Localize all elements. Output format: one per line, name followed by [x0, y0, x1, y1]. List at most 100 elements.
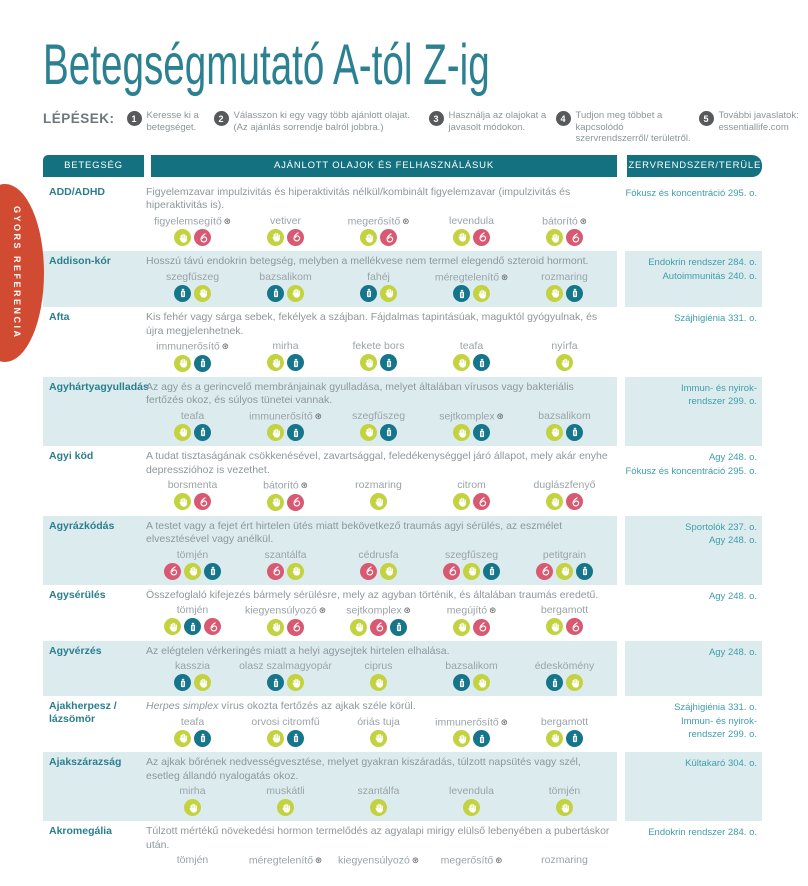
- oil-name: citrom: [457, 479, 486, 491]
- topical-hand-icon: [287, 674, 304, 691]
- oil-name: teafa: [180, 409, 205, 422]
- topical-hand-icon: [360, 354, 377, 371]
- oil-item: bátorító ⊛: [239, 479, 332, 511]
- oil-item: édeskömény: [518, 660, 611, 691]
- oil-name: sejtkomplex ⊛: [346, 604, 411, 617]
- aromatic-vapor-icon: [287, 493, 304, 511]
- blend-mark-icon: ⊛: [495, 855, 503, 865]
- disease-name: Afta: [49, 311, 70, 323]
- disease-description: A testet vagy a fejet ért hirtelen ütés …: [146, 519, 563, 546]
- oil-name: figyelemsegítő ⊛: [154, 215, 231, 227]
- oil-item: olasz szalmagyopár: [239, 660, 332, 691]
- oil-item: szegfűszeg: [332, 410, 425, 442]
- topical-hand-icon: [556, 354, 573, 371]
- disease-description: Hosszú távú endokrin betegség, melyben a…: [146, 255, 589, 267]
- oil-item: megújító ⊛: [425, 604, 518, 636]
- internal-bottle-icon: [184, 618, 201, 635]
- oil-list: immunerősítő ⊛ mirha fekete bors tea: [146, 340, 611, 372]
- topical-hand-icon: [174, 229, 191, 246]
- usage-icons: [425, 285, 518, 302]
- step-text: Használja az olajokat a javasolt módokon…: [448, 110, 547, 133]
- blend-mark-icon: ⊛: [579, 215, 587, 226]
- step-number-badge: 2: [213, 111, 229, 126]
- internal-bottle-icon: [194, 354, 211, 372]
- oil-name: bazsalikom: [445, 660, 498, 672]
- internal-bottle-icon: [390, 618, 407, 636]
- oil-name: levendula: [449, 214, 494, 227]
- oil-name: sejtkomplex ⊛: [439, 410, 504, 422]
- topical-hand-icon: [174, 354, 191, 372]
- usage-icons: [425, 674, 518, 691]
- disease-row: Agyi köd A tudat tisztaságának csökkenés…: [43, 446, 762, 516]
- oil-item: megerősítő ⊛: [425, 854, 518, 886]
- oil-name: fekete bors: [352, 340, 405, 352]
- oil-name: kiegyensúlyozó ⊛: [338, 854, 419, 867]
- topical-hand-icon: [360, 423, 377, 441]
- usage-icons: [332, 869, 425, 886]
- blend-mark-icon: ⊛: [402, 215, 410, 226]
- aromatic-vapor-icon: [473, 228, 490, 246]
- step-number-badge: 3: [428, 111, 444, 126]
- body-system-ref: Endokrin rendszer 284. o.: [648, 827, 757, 838]
- topical-hand-icon: [164, 618, 181, 635]
- oil-name: orvosi citromfű: [251, 715, 320, 728]
- oil-item: immunerősítő ⊛: [425, 716, 518, 747]
- internal-bottle-icon: [566, 423, 583, 441]
- topical-hand-icon: [370, 799, 387, 816]
- oil-item: bátorító ⊛: [518, 215, 611, 246]
- topical-hand-icon: [267, 424, 284, 441]
- oil-name: rozmaring: [541, 854, 588, 866]
- topical-hand-icon: [277, 799, 294, 816]
- disease-row: Akromegália Túlzott mértékű növekedési h…: [43, 821, 762, 886]
- usage-icons: [239, 284, 332, 302]
- internal-bottle-icon: [360, 284, 377, 302]
- oil-item: bergamott: [518, 716, 611, 748]
- step-number-badge: 5: [698, 111, 714, 126]
- topical-hand-icon: [267, 228, 284, 246]
- topical-hand-icon: [174, 493, 191, 510]
- step-item: 3 Használja az olajokat a javasolt módok…: [428, 110, 549, 133]
- blend-mark-icon: ⊛: [411, 855, 419, 865]
- topical-hand-icon: [546, 284, 563, 302]
- usage-icons: [518, 423, 611, 441]
- blend-mark-icon: ⊛: [403, 605, 411, 615]
- oil-list: tömjén szantálfa cédrusfa: [146, 549, 611, 580]
- usage-icons: [239, 674, 332, 691]
- topical-hand-icon: [546, 229, 563, 246]
- oil-list: tömjén kiegyensúlyozó ⊛ sejtkomplex ⊛: [146, 604, 611, 636]
- blend-mark-icon: ⊛: [500, 716, 508, 727]
- usage-icons: [332, 423, 425, 441]
- topical-hand-icon: [380, 562, 397, 580]
- oil-item: sejtkomplex ⊛: [332, 604, 425, 636]
- oil-item: szegfűszeg: [146, 271, 239, 303]
- step-item: 1 Keresse ki a betegséget.: [126, 110, 207, 133]
- disease-name: Addison-kór: [49, 255, 111, 267]
- step-text: Válasszon ki egy vagy több ajánlott olaj…: [233, 110, 410, 133]
- topical-hand-icon: [360, 229, 377, 246]
- oil-name: ciprus: [364, 660, 393, 672]
- oil-name: teafa: [180, 715, 205, 728]
- oil-name: bazsalikom: [538, 409, 591, 422]
- internal-bottle-icon: [473, 424, 490, 441]
- oil-item: bazsalikom: [518, 410, 611, 442]
- usage-icons: [332, 674, 425, 691]
- oil-list: teafa immunerősítő ⊛ szegfűszeg sejt: [146, 409, 611, 442]
- step-number-badge: 1: [126, 111, 142, 126]
- internal-bottle-icon: [174, 674, 191, 691]
- blend-mark-icon: ⊛: [489, 605, 497, 615]
- internal-bottle-icon: [566, 284, 583, 302]
- usage-icons: [239, 228, 332, 246]
- oil-item: immunerősítő ⊛: [146, 340, 239, 372]
- usage-icons: [518, 729, 611, 747]
- oil-name: cédrusfa: [358, 548, 399, 561]
- oil-item: rozmaring: [332, 479, 425, 511]
- oil-item: ciprus: [332, 660, 425, 691]
- oil-name: teafa: [459, 340, 484, 352]
- disease-description: Az elégtelen vérkeringés miatt a helyi a…: [146, 644, 450, 657]
- oil-item: duglászfenyő: [518, 479, 611, 511]
- topical-hand-icon: [184, 562, 201, 580]
- topical-hand-icon: [473, 285, 490, 302]
- aromatic-vapor-icon: [566, 618, 583, 635]
- step-item: 5 További javaslatok: essentiallife.com: [698, 110, 808, 133]
